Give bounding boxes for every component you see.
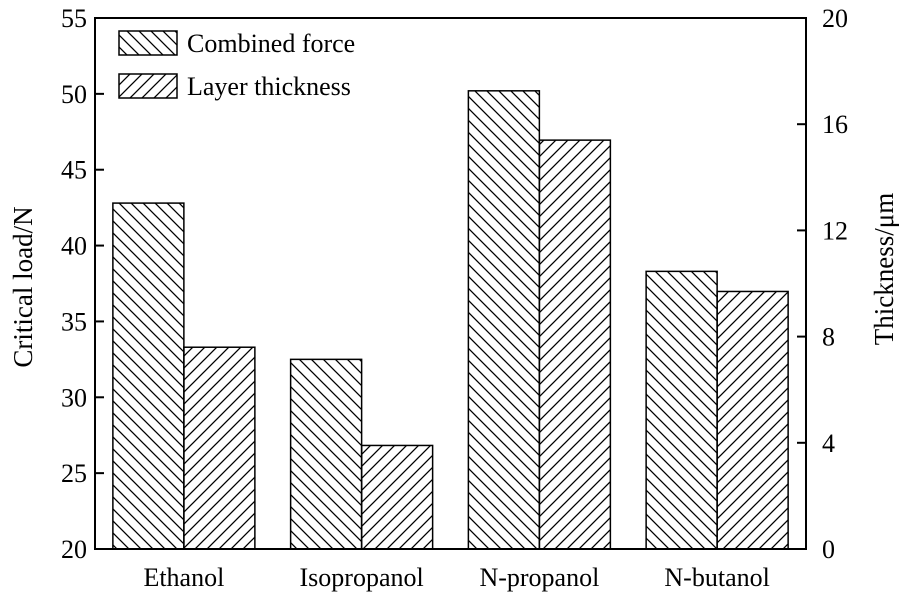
bar-layer-thickness: [716, 290, 789, 550]
left-tick-label: 45: [61, 156, 87, 185]
right-tick-label: 16: [822, 110, 848, 139]
right-tick-label: 12: [822, 216, 848, 245]
bar-combined-force: [289, 358, 363, 550]
x-tick-label: Isopropanol: [300, 563, 424, 592]
left-tick-label: 20: [61, 535, 87, 564]
legend: Combined force Layer thickness: [118, 29, 355, 101]
bar-layer-thickness: [360, 444, 434, 550]
right-axis: 0 4 8 12 16 20: [797, 4, 848, 564]
bar-combined-force: [467, 90, 541, 550]
right-tick-label: 20: [822, 4, 848, 33]
legend-swatch-combined-force: [118, 30, 178, 56]
bar-layer-thickness: [538, 139, 612, 550]
y-axis-title: Critical load/N: [8, 206, 38, 367]
left-tick-label: 50: [61, 80, 87, 109]
left-tick-label: 30: [61, 383, 87, 412]
left-tick-label: 40: [61, 232, 87, 261]
x-tick-label: Ethanol: [143, 563, 224, 592]
right-tick-label: 4: [822, 429, 835, 458]
y2-axis-title: Thickness/μm: [869, 193, 899, 345]
left-axis: 20 25 30 35 40 45 50 55: [61, 4, 104, 564]
left-tick-label: 25: [61, 459, 87, 488]
bar-layer-thickness: [183, 346, 256, 550]
right-tick-label: 0: [822, 535, 835, 564]
bar-combined-force: [645, 270, 718, 550]
x-tick-label: N-butanol: [664, 563, 769, 592]
bars-group: [112, 90, 789, 550]
right-tick-label: 8: [822, 323, 835, 352]
plot-frame: [94, 17, 807, 550]
legend-swatch-layer-thickness: [118, 73, 178, 99]
left-tick-label: 35: [61, 307, 87, 336]
left-tick-label: 55: [61, 4, 87, 33]
x-tick-label: N-propanol: [479, 563, 599, 592]
legend-label-layer-thickness: Layer thickness: [187, 72, 351, 101]
x-axis: Ethanol Isopropanol N-propanol N-butanol: [143, 563, 769, 592]
bar-combined-force: [112, 202, 185, 550]
legend-label-combined-force: Combined force: [187, 29, 355, 58]
